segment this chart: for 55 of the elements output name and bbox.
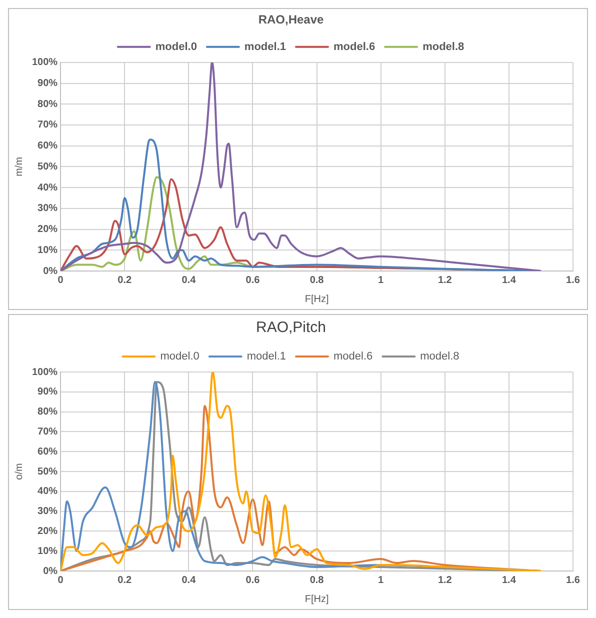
x-tick-label: 0.6 xyxy=(246,574,260,586)
x-tick-label: 1.2 xyxy=(438,574,452,586)
y-axis-title: o/m xyxy=(14,463,25,480)
x-tick-label: 1.4 xyxy=(502,574,516,586)
y-tick-label: 50% xyxy=(38,466,58,478)
y-tick-label: 20% xyxy=(38,526,58,537)
y-tick-label: 10% xyxy=(38,244,58,256)
y-tick-label: 60% xyxy=(38,140,58,152)
x-tick-label: 1.4 xyxy=(502,274,516,286)
x-tick-label: 0.4 xyxy=(182,274,196,286)
legend-label: model.6 xyxy=(334,350,373,363)
y-tick-label: 10% xyxy=(38,546,58,557)
x-tick-label: 1 xyxy=(378,574,384,586)
x-tick-label: 0.8 xyxy=(310,274,324,286)
legend-label: model.8 xyxy=(422,40,464,53)
x-tick-label: 0.8 xyxy=(310,574,324,586)
legend-label: model.6 xyxy=(334,40,376,53)
legend-label: model.0 xyxy=(160,350,200,363)
x-tick-label: 0.4 xyxy=(182,574,196,586)
y-tick-label: 50% xyxy=(38,161,58,172)
y-tick-label: 30% xyxy=(38,506,58,518)
x-tick-label: 0 xyxy=(58,274,64,286)
y-tick-label: 100% xyxy=(32,57,58,68)
x-tick-label: 1.6 xyxy=(566,574,580,586)
y-tick-label: 40% xyxy=(38,486,58,498)
legend-label: model.1 xyxy=(244,40,286,53)
legend-label: model.1 xyxy=(246,350,286,363)
legend-label: model.0 xyxy=(155,40,197,53)
y-tick-label: 40% xyxy=(38,182,58,194)
x-tick-label: 0.2 xyxy=(118,574,132,586)
y-tick-label: 100% xyxy=(32,366,58,378)
x-tick-label: 1.6 xyxy=(566,274,580,286)
x-axis-title: F[Hz] xyxy=(304,594,329,605)
y-axis-title: m/m xyxy=(14,156,25,176)
x-tick-label: 1 xyxy=(378,274,384,286)
y-tick-label: 90% xyxy=(38,386,58,398)
y-tick-label: 0% xyxy=(43,566,58,577)
y-tick-label: 20% xyxy=(38,224,58,236)
y-tick-label: 90% xyxy=(38,78,58,90)
x-tick-label: 1.2 xyxy=(438,274,452,286)
x-axis-title: F[Hz] xyxy=(304,294,329,305)
line-series xyxy=(60,62,542,271)
x-tick-label: 0.6 xyxy=(246,274,260,286)
chart-title: RAO,Heave xyxy=(258,12,324,27)
y-tick-label: 80% xyxy=(38,406,58,418)
legend-label: model.8 xyxy=(420,350,460,363)
y-tick-label: 60% xyxy=(38,446,58,458)
y-tick-label: 80% xyxy=(38,98,58,110)
y-tick-label: 70% xyxy=(38,120,58,131)
y-tick-label: 30% xyxy=(38,203,58,214)
chart-title: RAO,Pitch xyxy=(256,319,326,336)
x-tick-label: 0 xyxy=(58,574,64,586)
x-tick-label: 0.2 xyxy=(118,274,132,286)
y-tick-label: 0% xyxy=(43,266,58,277)
y-tick-label: 70% xyxy=(38,426,58,438)
